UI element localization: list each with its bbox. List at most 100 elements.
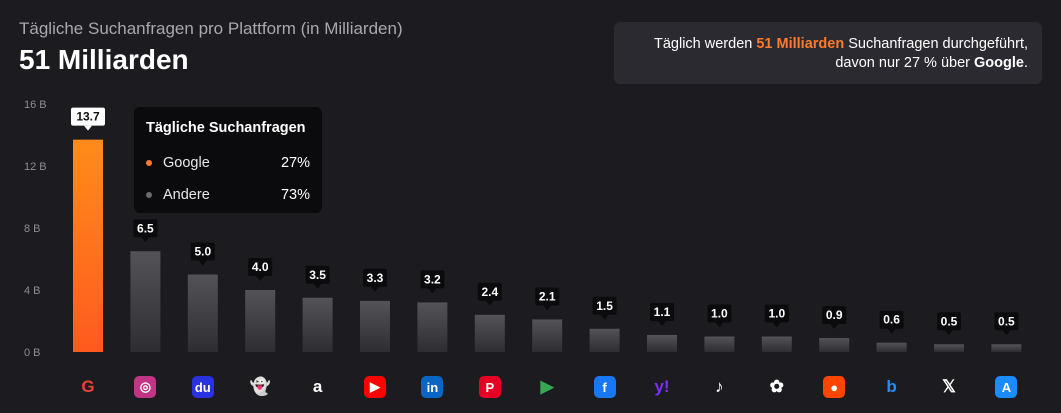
y-tick-label: 16 B (24, 99, 47, 111)
data-label-box (133, 219, 158, 238)
y-axis: 0 B 4 B 8 B 12 B 16 B (24, 99, 47, 359)
callout-line-2: davon nur 27 % über Google. (628, 54, 1028, 73)
data-label-text: 1.0 (768, 307, 785, 321)
facebook-icon: f (593, 376, 616, 398)
y-tick-label: 12 B (24, 161, 47, 173)
bar[interactable] (474, 314, 505, 352)
data-label-box (420, 270, 445, 289)
callout-text: davon nur 27 % über (835, 55, 975, 71)
instagram-icon: ◎ (134, 376, 157, 398)
data-label-box (477, 282, 502, 301)
data-label-text: 3.2 (424, 272, 441, 286)
data-label: 1.1 (650, 302, 674, 326)
tooltip-heading: Tägliche Suchanfragen (146, 120, 306, 136)
data-label-box (937, 312, 961, 331)
data-label-pointer (772, 322, 781, 328)
bar[interactable] (647, 334, 677, 352)
data-label-pointer (887, 328, 896, 334)
data-label-text: 0.9 (826, 308, 843, 322)
legend-dot-andere (146, 192, 152, 198)
bar[interactable] (876, 342, 907, 352)
bar[interactable] (187, 274, 218, 353)
tooltip: Tägliche Suchanfragen Google 27% Andere … (134, 107, 322, 213)
bar[interactable] (302, 297, 333, 352)
data-label-box (190, 242, 215, 261)
bar[interactable] (589, 328, 620, 352)
bar[interactable] (417, 302, 448, 352)
bar[interactable] (761, 336, 792, 353)
data-label-box (592, 296, 617, 315)
data-label: 1.5 (592, 296, 617, 320)
bar[interactable] (360, 300, 390, 352)
bar[interactable] (245, 290, 276, 352)
callout-text: Suchanfragen durchgeführt, (844, 36, 1028, 52)
bar[interactable] (991, 344, 1022, 352)
google-play-icon: ▶ (540, 377, 554, 396)
data-label: 0.6 (879, 310, 904, 334)
data-label-box (650, 302, 674, 321)
y-tick-label: 4 B (24, 285, 41, 297)
data-label-box (71, 107, 105, 126)
data-label-pointer (84, 125, 92, 131)
google-icon: G (81, 377, 95, 396)
data-label-text: 1.5 (596, 299, 613, 313)
data-label-pointer (658, 320, 666, 326)
data-label-pointer (313, 283, 322, 289)
data-label-box (879, 310, 904, 329)
data-label-text: 5.0 (194, 245, 211, 259)
snapchat-icon: 👻 (249, 377, 271, 396)
callout-text: Täglich werden (654, 36, 757, 52)
data-label-pointer (485, 300, 494, 306)
tooltip-row-google: Google 27% (146, 147, 310, 179)
data-label-pointer (371, 286, 379, 292)
app-store-icon: A (995, 376, 1018, 398)
data-label-box (305, 265, 330, 284)
tooltip-name: Andere (163, 187, 210, 203)
tooltip-value: 73% (280, 187, 310, 203)
bar[interactable] (130, 251, 161, 352)
bar[interactable] (934, 344, 964, 352)
tiktok-icon: ♪ (715, 377, 724, 396)
data-label-text: 1.1 (654, 305, 671, 319)
data-label: 1.0 (707, 304, 732, 328)
data-label: 0.5 (937, 312, 961, 336)
data-label: 0.5 (994, 312, 1019, 336)
x-icon: 𝕏 (942, 377, 956, 396)
data-label: 4.0 (248, 258, 273, 281)
data-label-box (822, 306, 847, 325)
data-label-pointer (543, 305, 552, 311)
data-label: 3.5 (305, 265, 330, 289)
reddit-icon: ● (823, 376, 846, 398)
data-label-text: 0.5 (998, 314, 1015, 328)
bar[interactable] (73, 139, 103, 352)
data-label: 3.3 (363, 268, 387, 292)
summary-callout: Täglich werden 51 Milliarden Suchanfrage… (614, 22, 1042, 84)
data-label-text: 13.7 (76, 110, 100, 124)
data-label: 1.0 (764, 304, 789, 328)
data-label-pointer (428, 288, 437, 294)
bar[interactable] (704, 336, 735, 353)
data-label-box (707, 304, 732, 323)
data-label-pointer (945, 330, 953, 336)
bing-icon: b (886, 377, 897, 396)
pinterest-icon: P (478, 376, 501, 398)
data-label: 5.0 (190, 242, 215, 266)
data-label-box (535, 287, 560, 306)
data-label-pointer (256, 276, 265, 281)
baidu-icon: du (191, 376, 214, 398)
data-label-pointer (198, 260, 207, 266)
data-label-pointer (830, 324, 839, 330)
data-label-text: 6.5 (137, 221, 154, 235)
bars (73, 139, 1022, 353)
data-label: 0.9 (822, 306, 847, 330)
tooltip-value: 27% (280, 155, 310, 171)
chart-subtitle: Tägliche Suchanfragen pro Plattform (in … (19, 19, 403, 38)
data-label-text: 0.5 (941, 314, 958, 328)
bar[interactable] (532, 319, 563, 352)
data-label-box (363, 268, 387, 287)
bar[interactable] (819, 338, 850, 352)
tooltip-name: Google (163, 155, 210, 171)
legend-dot-google (146, 160, 152, 166)
chatgpt-icon: ✿ (769, 377, 784, 396)
